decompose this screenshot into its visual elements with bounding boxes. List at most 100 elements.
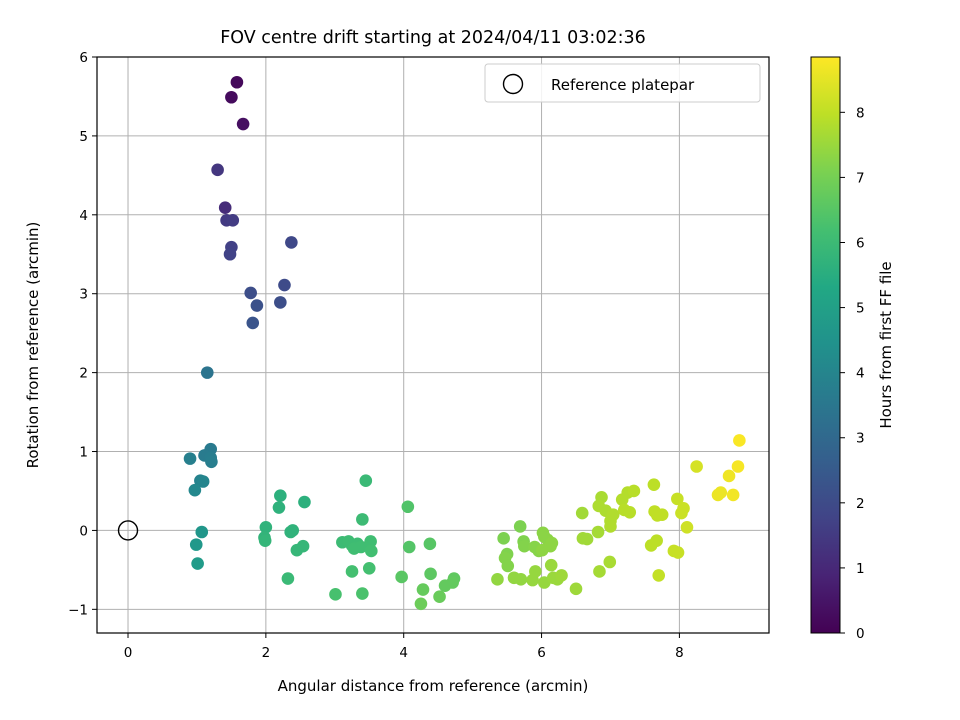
data-point xyxy=(189,538,203,551)
y-tick-label: 0 xyxy=(79,523,88,539)
data-point xyxy=(395,570,408,584)
data-point xyxy=(518,539,531,553)
data-point xyxy=(529,565,542,578)
reference-platepar-marker xyxy=(117,520,139,541)
plot-area: 0 2 4 6 8 −1 0 1 2 3 4 5 6 xyxy=(68,50,770,661)
data-point xyxy=(364,535,377,548)
data-point xyxy=(501,559,515,573)
data-point xyxy=(274,489,287,503)
data-point xyxy=(250,299,264,312)
data-point xyxy=(285,236,298,249)
data-point xyxy=(603,555,617,569)
data-point xyxy=(274,296,287,309)
colorbar-tick-label: 5 xyxy=(856,301,865,317)
x-tick-label: 4 xyxy=(399,645,408,661)
legend-entry-label: Reference platepar xyxy=(551,76,695,94)
data-point xyxy=(362,561,376,575)
data-point xyxy=(356,587,369,600)
data-point xyxy=(365,544,378,558)
legend-marker-icon xyxy=(502,73,524,95)
colorbar-tick-label: 4 xyxy=(856,366,865,382)
y-tick-label: 5 xyxy=(79,129,88,145)
colorbar: 0 1 2 3 4 5 6 7 8 Hours from first FF file xyxy=(810,56,895,642)
data-point xyxy=(623,505,637,519)
data-point xyxy=(356,513,369,526)
data-point xyxy=(433,590,446,604)
data-point xyxy=(569,582,583,596)
data-point xyxy=(544,558,558,572)
y-tick-label: 2 xyxy=(79,366,88,382)
data-point xyxy=(223,247,237,261)
data-point xyxy=(191,557,204,570)
y-tick-label: 4 xyxy=(79,208,88,224)
x-tick-label: 0 xyxy=(124,645,133,661)
data-point xyxy=(580,532,594,546)
data-point xyxy=(259,520,273,534)
colorbar-tick-label: 1 xyxy=(856,561,865,577)
data-points xyxy=(183,75,746,611)
data-point xyxy=(733,434,746,447)
data-point xyxy=(497,532,510,545)
data-point xyxy=(650,534,663,547)
data-point xyxy=(491,573,504,586)
data-point xyxy=(726,488,740,502)
data-point xyxy=(284,525,297,539)
y-tick-label: 3 xyxy=(79,287,88,303)
data-point xyxy=(593,565,606,578)
data-point xyxy=(200,366,214,379)
data-point xyxy=(680,520,694,534)
colorbar-ticks: 0 1 2 3 4 5 6 7 8 xyxy=(840,105,865,642)
legend-box xyxy=(484,63,761,103)
colorbar-tick-label: 7 xyxy=(856,170,865,186)
data-point xyxy=(647,478,661,491)
data-point xyxy=(290,543,304,557)
data-point xyxy=(513,520,527,533)
data-point xyxy=(671,546,685,559)
data-point xyxy=(236,117,250,131)
data-point xyxy=(278,278,291,292)
colorbar-label: Hours from first FF file xyxy=(877,261,895,428)
data-point xyxy=(230,75,244,89)
data-point xyxy=(627,484,641,498)
data-point xyxy=(535,543,549,557)
data-point xyxy=(655,508,669,521)
y-tick-label: −1 xyxy=(68,602,88,618)
data-point xyxy=(183,452,197,465)
colorbar-tick-label: 2 xyxy=(856,496,865,512)
data-point xyxy=(424,567,437,581)
data-point xyxy=(244,286,257,300)
data-point xyxy=(671,492,684,506)
data-point xyxy=(281,572,295,585)
data-point xyxy=(690,460,703,473)
data-point xyxy=(345,565,359,578)
data-point xyxy=(195,525,209,539)
x-axis-label: Angular distance from reference (arcmin) xyxy=(278,677,589,695)
data-point xyxy=(652,569,666,582)
data-point xyxy=(575,506,589,520)
data-point xyxy=(414,597,428,611)
data-point xyxy=(416,583,430,596)
data-point xyxy=(438,579,452,592)
y-tick-label: 1 xyxy=(79,445,88,461)
y-axis-label: Rotation from reference (arcmin) xyxy=(24,222,42,469)
data-point xyxy=(225,90,238,104)
data-point xyxy=(402,540,416,554)
chart-title: FOV centre drift starting at 2024/04/11 … xyxy=(220,28,646,48)
data-point xyxy=(226,214,240,227)
x-tick-label: 8 xyxy=(675,645,684,661)
data-point xyxy=(188,483,202,497)
data-point xyxy=(731,460,745,473)
data-point xyxy=(354,540,368,554)
data-point xyxy=(675,506,688,520)
data-point xyxy=(359,474,373,488)
data-point xyxy=(329,588,342,601)
data-point xyxy=(205,455,218,469)
colorbar-tick-label: 0 xyxy=(856,626,865,642)
colorbar-tick-label: 8 xyxy=(856,105,865,121)
data-point xyxy=(604,520,617,533)
data-point xyxy=(298,495,311,509)
y-axis-ticks: −1 0 1 2 3 4 5 6 xyxy=(68,50,97,618)
x-tick-label: 2 xyxy=(262,645,271,661)
data-point xyxy=(591,525,605,539)
